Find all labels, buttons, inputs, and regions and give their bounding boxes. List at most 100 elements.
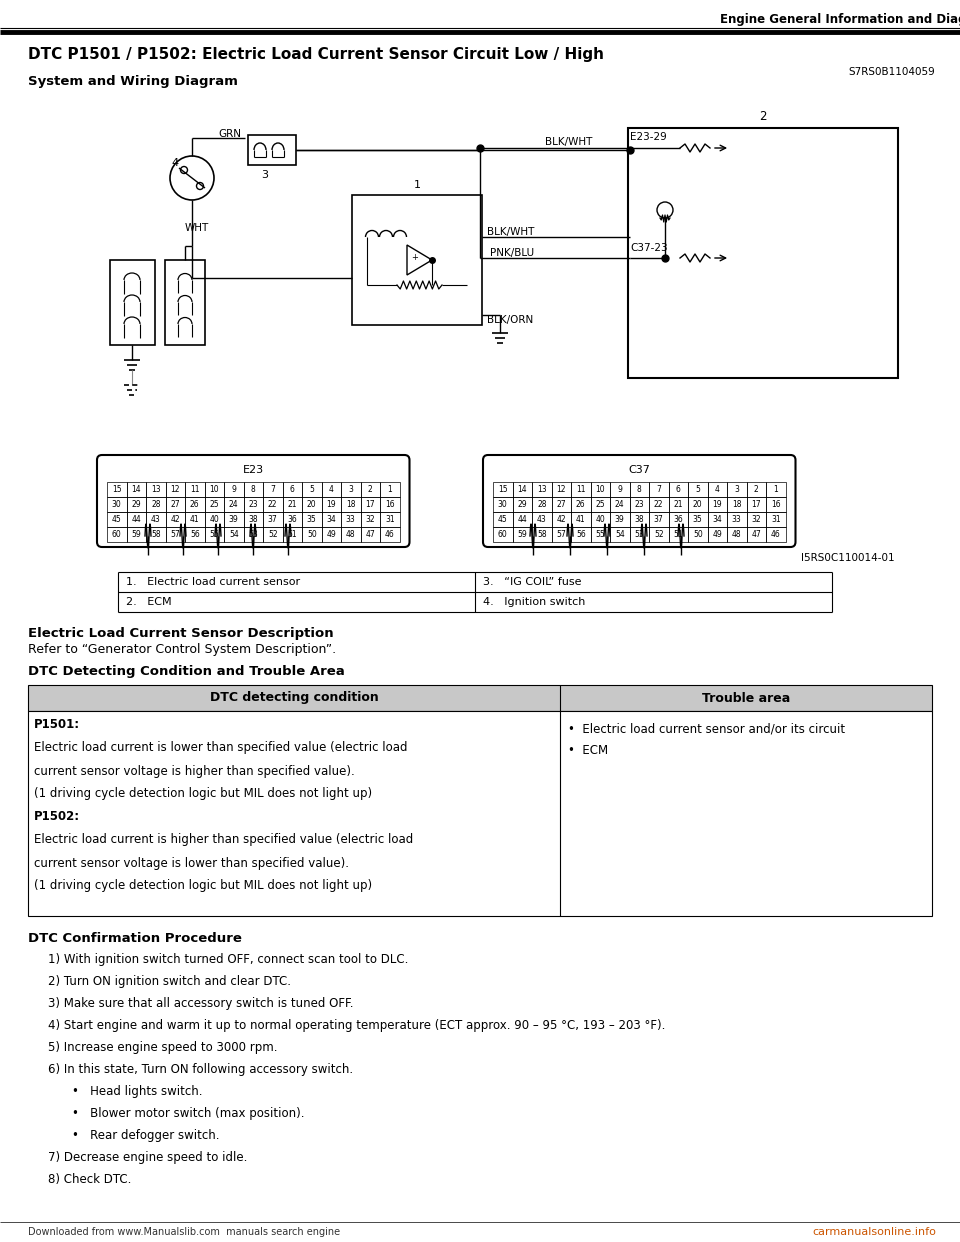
- Bar: [649, 482, 668, 497]
- Text: 8: 8: [251, 484, 255, 494]
- Bar: [551, 482, 571, 497]
- Bar: [688, 482, 708, 497]
- Text: S7RS0B1104059: S7RS0B1104059: [849, 67, 935, 77]
- Bar: [380, 482, 399, 497]
- Bar: [630, 482, 649, 497]
- Bar: [185, 527, 204, 542]
- Bar: [493, 482, 513, 497]
- Text: 52: 52: [654, 530, 663, 539]
- Bar: [322, 497, 341, 512]
- Text: WHT: WHT: [185, 224, 209, 233]
- Bar: [204, 482, 224, 497]
- Text: 45: 45: [112, 515, 122, 524]
- Text: C37-23: C37-23: [630, 243, 667, 253]
- Text: 51: 51: [673, 530, 684, 539]
- Text: 3) Make sure that all accessory switch is tuned OFF.: 3) Make sure that all accessory switch i…: [48, 997, 353, 1011]
- Text: 37: 37: [654, 515, 663, 524]
- Text: 39: 39: [614, 515, 625, 524]
- Text: 44: 44: [517, 515, 527, 524]
- Text: 3: 3: [734, 484, 739, 494]
- Text: 19: 19: [326, 501, 336, 509]
- Bar: [263, 482, 282, 497]
- Bar: [668, 527, 688, 542]
- Text: 46: 46: [771, 530, 780, 539]
- Text: 6: 6: [676, 484, 681, 494]
- Text: 1) With ignition switch turned OFF, connect scan tool to DLC.: 1) With ignition switch turned OFF, conn…: [48, 954, 408, 966]
- Bar: [127, 497, 146, 512]
- Text: 54: 54: [228, 530, 239, 539]
- Text: 49: 49: [712, 530, 722, 539]
- Text: 56: 56: [576, 530, 586, 539]
- Bar: [244, 527, 263, 542]
- Text: 14: 14: [517, 484, 527, 494]
- Bar: [668, 512, 688, 527]
- Text: 13: 13: [537, 484, 546, 494]
- Bar: [127, 482, 146, 497]
- Text: 40: 40: [595, 515, 605, 524]
- Text: 34: 34: [712, 515, 722, 524]
- Text: 52: 52: [268, 530, 277, 539]
- Bar: [493, 527, 513, 542]
- Text: Downloaded from www.Manualslib.com  manuals search engine: Downloaded from www.Manualslib.com manua…: [28, 1227, 340, 1237]
- Text: 50: 50: [693, 530, 703, 539]
- Text: 20: 20: [693, 501, 703, 509]
- Text: 33: 33: [732, 515, 742, 524]
- Bar: [688, 527, 708, 542]
- Bar: [224, 512, 244, 527]
- Bar: [204, 497, 224, 512]
- Text: 47: 47: [752, 530, 761, 539]
- Text: 44: 44: [132, 515, 141, 524]
- Text: 2: 2: [754, 484, 758, 494]
- Text: 27: 27: [171, 501, 180, 509]
- Bar: [727, 482, 747, 497]
- Bar: [766, 527, 785, 542]
- FancyBboxPatch shape: [97, 455, 410, 546]
- Text: 2) Turn ON ignition switch and clear DTC.: 2) Turn ON ignition switch and clear DTC…: [48, 975, 291, 989]
- Bar: [747, 497, 766, 512]
- Bar: [165, 260, 205, 345]
- Bar: [590, 527, 610, 542]
- Bar: [708, 482, 727, 497]
- Bar: [28, 686, 932, 710]
- Bar: [361, 482, 380, 497]
- Bar: [513, 527, 532, 542]
- Bar: [571, 512, 590, 527]
- Text: 4: 4: [329, 484, 334, 494]
- Text: 1: 1: [414, 180, 420, 190]
- Text: 57: 57: [557, 530, 566, 539]
- Bar: [282, 497, 302, 512]
- Bar: [127, 527, 146, 542]
- Text: 21: 21: [287, 501, 297, 509]
- Bar: [302, 527, 322, 542]
- Text: 3: 3: [261, 170, 269, 180]
- Bar: [727, 527, 747, 542]
- Bar: [610, 512, 630, 527]
- Text: 7: 7: [271, 484, 276, 494]
- Text: BLK/ORN: BLK/ORN: [487, 315, 533, 325]
- Text: 57: 57: [170, 530, 180, 539]
- Bar: [688, 497, 708, 512]
- Text: 1: 1: [388, 484, 392, 494]
- Bar: [244, 497, 263, 512]
- Text: DTC detecting condition: DTC detecting condition: [209, 692, 378, 704]
- Text: 16: 16: [771, 501, 780, 509]
- Text: 31: 31: [385, 515, 395, 524]
- Bar: [322, 482, 341, 497]
- Bar: [380, 512, 399, 527]
- Text: 48: 48: [346, 530, 355, 539]
- Text: •  Electric load current sensor and/or its circuit: • Electric load current sensor and/or it…: [568, 723, 845, 735]
- Text: 29: 29: [517, 501, 527, 509]
- Bar: [224, 482, 244, 497]
- Bar: [244, 512, 263, 527]
- Bar: [649, 527, 668, 542]
- Text: 18: 18: [346, 501, 355, 509]
- Text: •   Blower motor switch (max position).: • Blower motor switch (max position).: [72, 1108, 304, 1120]
- Bar: [165, 512, 185, 527]
- Text: 21: 21: [674, 501, 683, 509]
- Bar: [263, 512, 282, 527]
- Text: 30: 30: [498, 501, 508, 509]
- Text: 51: 51: [287, 530, 297, 539]
- Bar: [708, 497, 727, 512]
- Bar: [263, 527, 282, 542]
- Text: 22: 22: [268, 501, 277, 509]
